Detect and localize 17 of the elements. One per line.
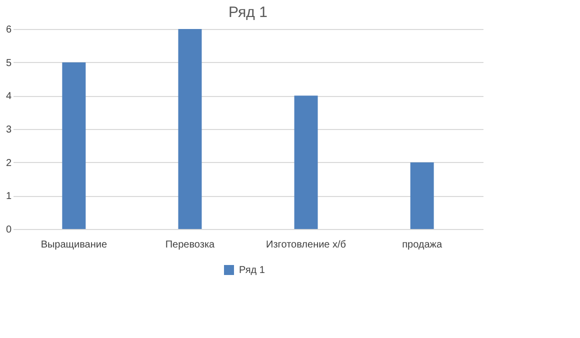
y-tick-label: 4 bbox=[6, 91, 12, 102]
y-tick-label: 0 bbox=[6, 224, 12, 236]
x-tick-label: Перевозка bbox=[165, 240, 216, 250]
bar bbox=[294, 96, 318, 229]
y-tick-label: 6 bbox=[6, 24, 12, 36]
legend-label: Ряд 1 bbox=[239, 265, 266, 276]
x-tick-label: Выращивание bbox=[40, 240, 108, 250]
bar bbox=[178, 29, 202, 229]
bar bbox=[62, 62, 86, 229]
y-tick-label: 3 bbox=[6, 124, 12, 136]
x-tick-label: продажа bbox=[402, 240, 442, 250]
x-tick-label: Изготовление х/б bbox=[266, 240, 346, 250]
bar bbox=[410, 162, 434, 229]
chart-title: Ряд 1 bbox=[228, 4, 268, 21]
y-tick-label: 1 bbox=[6, 191, 12, 202]
y-tick-label: 2 bbox=[6, 158, 12, 169]
y-tick-label: 5 bbox=[6, 58, 12, 69]
